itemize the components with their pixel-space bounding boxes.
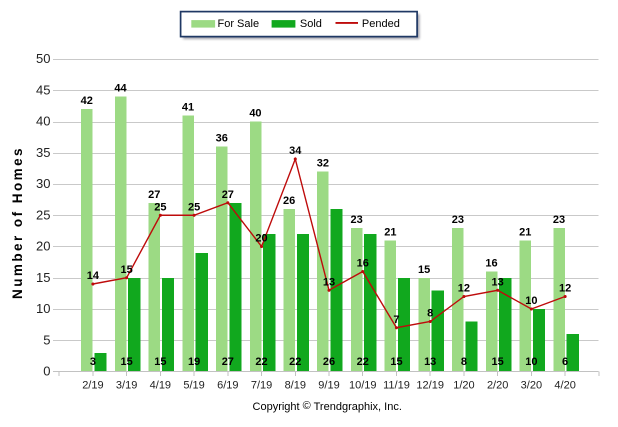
svg-text:8/19: 8/19	[285, 379, 306, 391]
svg-text:1/20: 1/20	[453, 379, 474, 391]
svg-text:15: 15	[121, 264, 133, 276]
svg-text:3: 3	[90, 356, 96, 368]
svg-text:45: 45	[36, 82, 50, 97]
svg-text:10: 10	[525, 295, 537, 307]
svg-text:41: 41	[182, 101, 194, 113]
svg-text:20: 20	[36, 239, 50, 254]
svg-text:15: 15	[390, 356, 402, 368]
svg-text:0: 0	[43, 364, 50, 379]
svg-text:15: 15	[121, 356, 133, 368]
svg-text:3/20: 3/20	[521, 379, 542, 391]
svg-text:Sold: Sold	[300, 18, 322, 30]
svg-text:4/19: 4/19	[150, 379, 171, 391]
svg-text:21: 21	[384, 226, 396, 238]
svg-text:4/20: 4/20	[554, 379, 575, 391]
svg-text:30: 30	[36, 176, 50, 191]
svg-text:7: 7	[393, 314, 399, 326]
svg-text:Number of Homes: Number of Homes	[10, 146, 25, 299]
svg-text:44: 44	[114, 83, 127, 95]
svg-text:2/19: 2/19	[82, 379, 103, 391]
svg-text:9/19: 9/19	[318, 379, 339, 391]
svg-text:8: 8	[427, 308, 433, 320]
svg-text:32: 32	[317, 158, 329, 170]
svg-text:15: 15	[492, 356, 504, 368]
svg-text:20: 20	[255, 233, 267, 245]
svg-text:12: 12	[458, 283, 470, 295]
svg-text:22: 22	[255, 356, 267, 368]
svg-text:11/19: 11/19	[383, 379, 410, 391]
svg-text:13: 13	[424, 356, 436, 368]
svg-text:27: 27	[222, 356, 234, 368]
svg-text:6: 6	[562, 356, 568, 368]
svg-text:12: 12	[559, 283, 571, 295]
svg-text:23: 23	[553, 214, 565, 226]
svg-text:23: 23	[452, 214, 464, 226]
svg-text:7/19: 7/19	[251, 379, 272, 391]
svg-text:15: 15	[418, 264, 430, 276]
svg-text:25: 25	[36, 207, 50, 222]
svg-text:34: 34	[289, 145, 302, 157]
svg-text:6/19: 6/19	[217, 379, 238, 391]
svg-text:10: 10	[36, 301, 50, 316]
svg-text:16: 16	[357, 258, 369, 270]
svg-text:19: 19	[188, 356, 200, 368]
svg-text:27: 27	[148, 189, 160, 201]
svg-text:25: 25	[188, 201, 200, 213]
svg-text:23: 23	[351, 214, 363, 226]
svg-text:40: 40	[249, 108, 261, 120]
svg-text:10/19: 10/19	[349, 379, 377, 391]
svg-text:5/19: 5/19	[183, 379, 204, 391]
svg-text:50: 50	[36, 51, 50, 66]
svg-text:12/19: 12/19	[416, 379, 444, 391]
svg-text:35: 35	[36, 145, 50, 160]
svg-text:27: 27	[222, 189, 234, 201]
svg-text:8: 8	[461, 356, 467, 368]
svg-text:15: 15	[36, 270, 50, 285]
svg-text:10: 10	[525, 356, 537, 368]
svg-text:16: 16	[485, 258, 497, 270]
svg-text:15: 15	[154, 356, 166, 368]
svg-text:21: 21	[519, 226, 531, 238]
svg-text:26: 26	[283, 195, 295, 207]
svg-text:25: 25	[154, 201, 166, 213]
svg-text:Pended: Pended	[362, 18, 400, 30]
svg-text:22: 22	[357, 356, 369, 368]
svg-text:36: 36	[216, 133, 228, 145]
svg-text:14: 14	[87, 270, 100, 282]
svg-text:2/20: 2/20	[487, 379, 508, 391]
svg-text:5: 5	[43, 332, 50, 347]
svg-text:For Sale: For Sale	[218, 18, 260, 30]
svg-text:40: 40	[36, 114, 50, 129]
svg-text:13: 13	[323, 276, 335, 288]
svg-text:13: 13	[492, 276, 504, 288]
svg-text:Copyright © Trendgraphix, Inc.: Copyright © Trendgraphix, Inc.	[253, 400, 402, 413]
svg-text:22: 22	[289, 356, 301, 368]
svg-text:26: 26	[323, 356, 335, 368]
svg-text:3/19: 3/19	[116, 379, 137, 391]
svg-text:42: 42	[81, 95, 93, 107]
